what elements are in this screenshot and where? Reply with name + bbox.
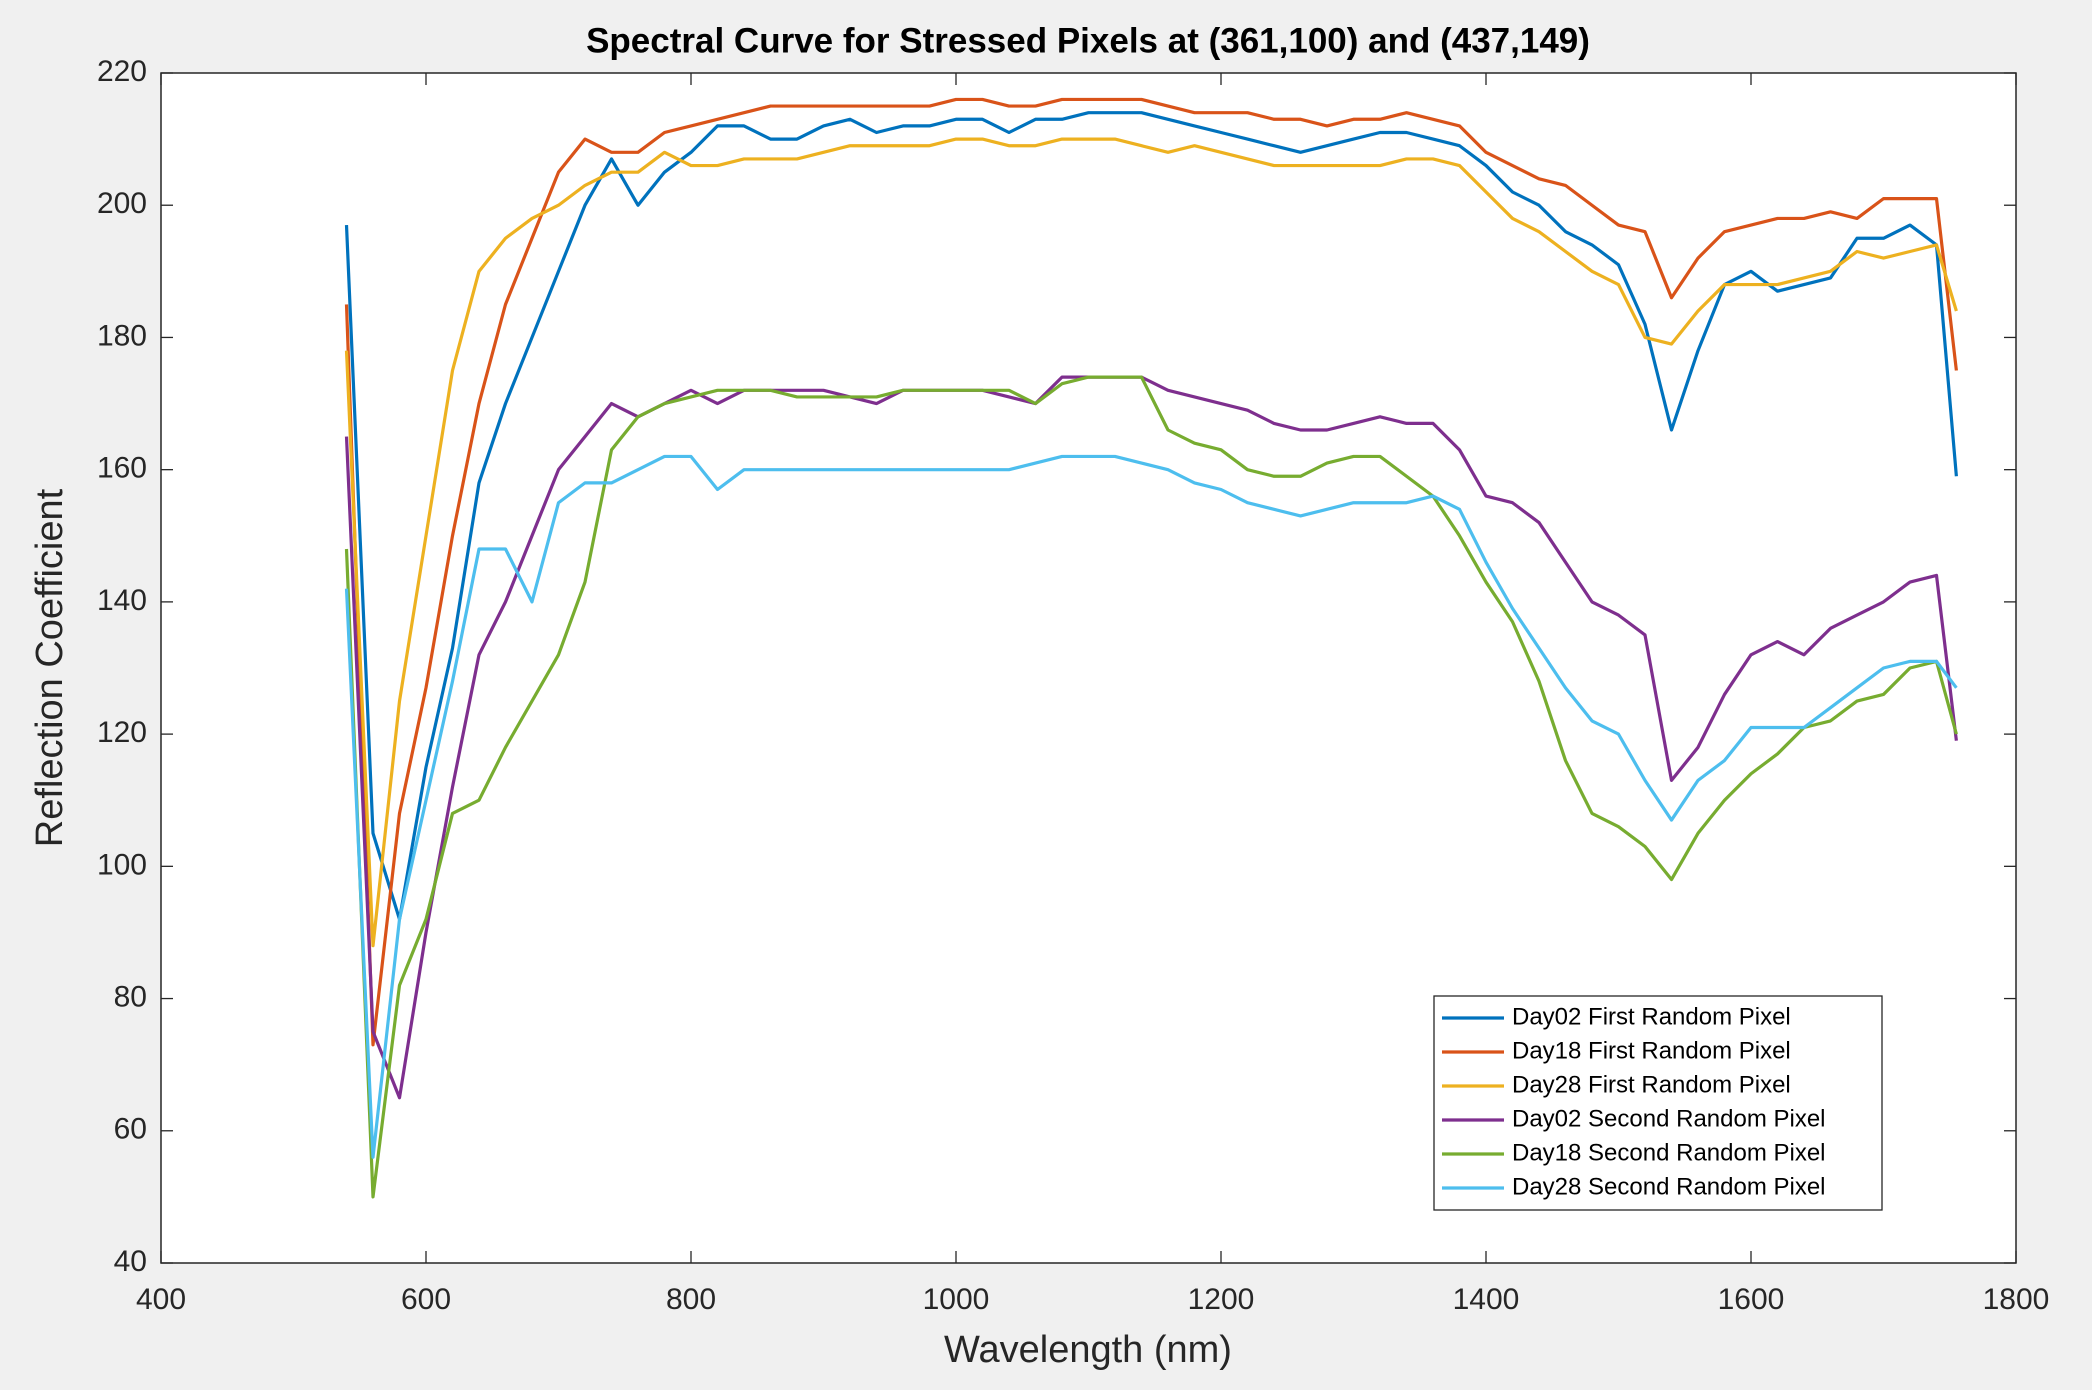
chart-title: Spectral Curve for Stressed Pixels at (3… <box>586 21 1590 60</box>
legend-box <box>1433 995 1883 1211</box>
data-line <box>344 375 1958 1100</box>
y-tick-label: 80 <box>114 980 147 1013</box>
data-line <box>344 375 1958 1199</box>
x-axis-label: Wavelength (nm) <box>944 1329 1232 1371</box>
x-tick-label: 600 <box>401 1283 451 1316</box>
data-line <box>344 111 1958 921</box>
legend: Day02 First Random Pixel Day18 First Rand… <box>1433 995 1883 1211</box>
legend-label: Day28 First Random Pixel <box>1512 1071 1791 1098</box>
x-tick-label: 1200 <box>1188 1283 1255 1316</box>
y-tick-label: 220 <box>97 55 147 88</box>
y-tick-label: 140 <box>97 584 147 617</box>
y-tick-label: 100 <box>97 848 147 881</box>
y-tick-label: 200 <box>97 187 147 220</box>
legend-label: Day02 First Random Pixel <box>1512 1003 1791 1030</box>
x-tick-label: 400 <box>136 1283 186 1316</box>
y-tick-label: 120 <box>97 716 147 749</box>
x-tick-label: 800 <box>666 1283 716 1316</box>
y-tick-label: 180 <box>97 319 147 352</box>
legend-label: Day02 Second Random Pixel <box>1512 1105 1826 1132</box>
data-line <box>344 454 1958 1159</box>
legend-label: Day18 First Random Pixel <box>1512 1037 1791 1064</box>
x-tick-label: 1000 <box>923 1283 990 1316</box>
legend-label: Day28 Second Random Pixel <box>1512 1173 1826 1200</box>
y-tick-label: 40 <box>114 1245 147 1278</box>
legend-label: Day18 Second Random Pixel <box>1512 1139 1826 1166</box>
y-tick-label: 160 <box>97 452 147 485</box>
x-tick-label: 1800 <box>1983 1283 2050 1316</box>
y-tick-label: 60 <box>114 1113 147 1146</box>
axes-box <box>160 72 2017 1264</box>
data-line <box>344 137 1958 948</box>
x-tick-label: 1600 <box>1718 1283 1785 1316</box>
y-axis-label: Reflection Coefficient <box>29 488 71 847</box>
x-tick-label: 1400 <box>1453 1283 1520 1316</box>
data-line <box>344 97 1958 1047</box>
